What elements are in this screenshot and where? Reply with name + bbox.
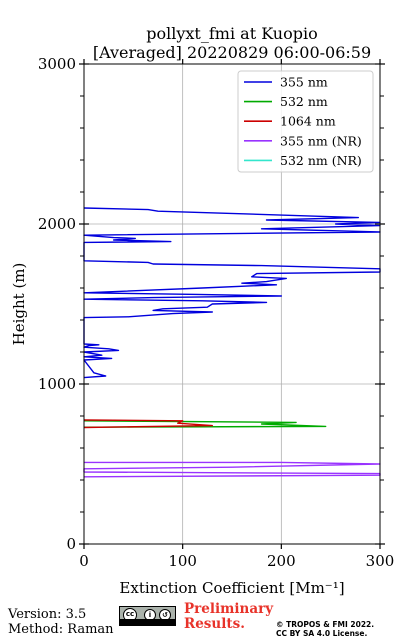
y-tick-label: 2000	[38, 215, 76, 233]
series-line-532-nm	[83, 420, 327, 428]
x-axis-label: Extinction Coefficient [Mm⁻¹]	[119, 579, 344, 597]
chart-title-line-2: [Averaged] 20220829 06:00-06:59	[92, 43, 372, 62]
preliminary-line-1: Preliminary	[184, 601, 274, 617]
series-lines	[83, 207, 381, 478]
x-tick-label: 300	[366, 552, 395, 570]
legend-label: 355 nm (NR)	[280, 133, 362, 148]
legend: 355 nm 532 nm 1064 nm 355 nm (NR) 532 nm (NR…	[237, 70, 374, 173]
legend-label: 1064 nm	[280, 114, 336, 129]
y-axis-label: Height (m)	[10, 263, 28, 346]
method-label: Method: Raman	[8, 622, 114, 637]
by-icon: i	[144, 609, 156, 621]
legend-label: 532 nm	[280, 94, 328, 109]
license-line-2: CC BY SA 4.0 License.	[276, 629, 368, 638]
chart-title-line-1: pollyxt_fmi at Kuopio	[146, 24, 318, 43]
y-tick-label: 1000	[38, 375, 76, 393]
x-tick-label: 100	[168, 552, 197, 570]
preliminary-results-note: Preliminary Results.	[184, 602, 273, 632]
license-line-1: © TROPOS & FMI 2022.	[276, 620, 375, 629]
series-line-1064-nm	[83, 419, 214, 429]
series-line-355-nm-nr-	[83, 461, 381, 478]
legend-label: 355 nm	[280, 75, 328, 90]
legend-box	[237, 70, 374, 173]
plot-frame	[83, 63, 381, 545]
legend-label: 532 nm (NR)	[280, 153, 362, 168]
x-tick-label: 200	[267, 552, 296, 570]
cc-by-sa-icon: cc i ↺	[119, 606, 176, 626]
version-label: Version: 3.5	[8, 607, 87, 622]
y-tick-label: 3000	[38, 55, 76, 73]
series-line-355-nm	[83, 207, 381, 379]
preliminary-line-2: Results.	[184, 616, 245, 632]
y-tick-label: 0	[66, 535, 76, 553]
x-tick-label: 0	[79, 552, 89, 570]
license-note: © TROPOS & FMI 2022. CC BY SA 4.0 Licens…	[276, 620, 374, 638]
